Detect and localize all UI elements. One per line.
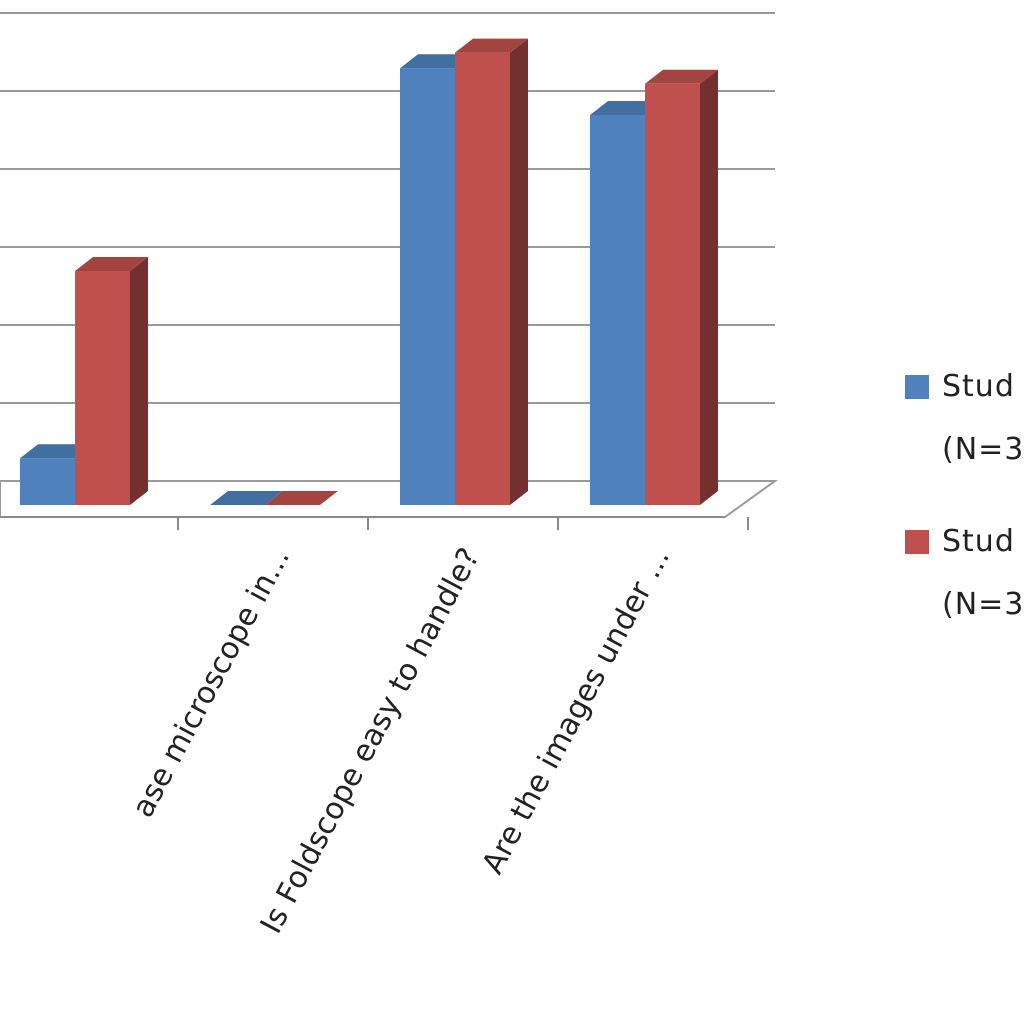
bar-top (400, 54, 473, 69)
bar (75, 271, 130, 505)
bar-side (700, 69, 718, 506)
legend-swatch (905, 530, 929, 554)
x-tick-label: Is Foldscope easy to handle? (254, 542, 487, 939)
bar-top (20, 444, 93, 459)
legend-swatch (905, 375, 929, 399)
bar-side (130, 257, 148, 505)
bar-top (75, 257, 148, 271)
bar-top (265, 491, 338, 505)
legend-label: Stud (N=3 (942, 369, 1024, 467)
bar-top (210, 491, 283, 505)
x-tick-label: Are the images under ... (475, 542, 677, 879)
bar (400, 68, 455, 505)
bar (455, 52, 510, 505)
bar (590, 115, 645, 505)
bar-top (645, 69, 718, 84)
legend-label: Stud (N=3 (942, 524, 1024, 622)
bar (645, 83, 700, 506)
bar-top (455, 38, 528, 53)
bar-top (590, 101, 663, 115)
x-tick-label: ase microscope in... (126, 542, 298, 823)
bar-side (510, 38, 528, 505)
bar (20, 458, 75, 505)
